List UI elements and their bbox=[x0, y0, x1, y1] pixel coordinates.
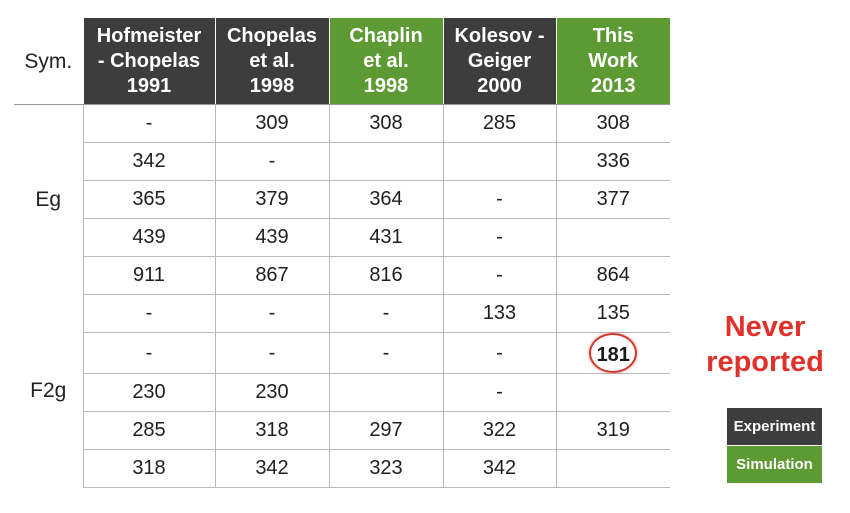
raman-mode-table: Sym. Hofmeister - Chopelas 1991 Chopelas et a… bbox=[14, 18, 670, 488]
column-header-line: et al. bbox=[363, 49, 409, 72]
table-cell: 342 bbox=[214, 449, 329, 488]
table-cell: 377 bbox=[555, 180, 670, 219]
column-header-line: Kolesov - bbox=[454, 24, 545, 47]
table-cell: 285 bbox=[442, 104, 556, 143]
column-header-line: Work bbox=[588, 49, 639, 72]
table-row: 285 318 297 322 319 bbox=[14, 411, 670, 450]
table-cell: 181 bbox=[555, 332, 670, 374]
column-header-2: Chaplin et al. 1998 bbox=[328, 18, 443, 105]
column-header-line: et al. bbox=[249, 49, 295, 72]
column-header-line: Geiger bbox=[467, 49, 532, 72]
table-cell: 318 bbox=[214, 411, 329, 450]
table-row: 342- 336 bbox=[14, 142, 670, 181]
table-cell: 336 bbox=[555, 142, 670, 181]
table-cell: 319 bbox=[555, 411, 670, 450]
table-cell: - bbox=[442, 373, 556, 412]
table-cell: - bbox=[214, 332, 329, 374]
table-cell: 379 bbox=[214, 180, 329, 219]
column-header-line: Hofmeister bbox=[96, 24, 202, 47]
table-cell: 135 bbox=[555, 294, 670, 333]
table-row: 318 342 323 342 bbox=[14, 449, 670, 488]
table-cell: - bbox=[214, 142, 329, 181]
column-header-line: 1998 bbox=[363, 74, 409, 97]
column-header-line: 1998 bbox=[249, 74, 295, 97]
note-line-1: Never bbox=[724, 311, 806, 343]
table-cell: - bbox=[442, 256, 556, 295]
column-header-line: 1991 bbox=[126, 74, 172, 97]
column-header-line: - Chopelas bbox=[97, 49, 201, 72]
legend-experiment: Experiment bbox=[727, 408, 822, 445]
column-header-1: Chopelas et al. 1998 bbox=[214, 18, 329, 105]
table-cell: 342 bbox=[442, 449, 556, 488]
column-header-3: Kolesov - Geiger 2000 bbox=[442, 18, 556, 105]
table-cell: - bbox=[82, 332, 215, 374]
table-cell: 133 bbox=[442, 294, 556, 333]
table-cell: 323 bbox=[328, 449, 443, 488]
note-line-2: reported bbox=[706, 346, 824, 378]
table-row: F2g - - -133 135 bbox=[14, 294, 670, 402]
column-header-line: This bbox=[592, 24, 634, 47]
table-cell bbox=[555, 373, 670, 412]
table-cell: - bbox=[82, 104, 215, 143]
column-header-line: Chopelas bbox=[226, 24, 318, 47]
table-cell: 364 bbox=[328, 180, 443, 219]
column-header-0: Hofmeister - Chopelas 1991 bbox=[82, 18, 215, 105]
table-cell: 911 bbox=[82, 256, 215, 295]
column-header-line: 2000 bbox=[477, 74, 522, 97]
symmetry-label-eg: Eg bbox=[35, 187, 62, 211]
never-reported-note: Never reported bbox=[690, 310, 840, 380]
table-cell: 230 bbox=[214, 373, 329, 412]
table-cell: 342 bbox=[82, 142, 215, 181]
table-cell: 816 bbox=[328, 256, 443, 295]
column-header-line: Chaplin bbox=[349, 24, 423, 47]
table-cell: - bbox=[328, 332, 443, 374]
symmetry-label-f2g: F2g bbox=[30, 379, 67, 402]
table-cell: 285 bbox=[82, 411, 215, 450]
table-cell: - bbox=[328, 294, 443, 333]
table-cell: 297 bbox=[328, 411, 443, 450]
table-cell: 867 bbox=[214, 256, 329, 295]
table-cell: - bbox=[442, 332, 556, 374]
table-cell: 439 bbox=[82, 218, 215, 257]
table-cell bbox=[442, 142, 556, 181]
table-cell: 431 bbox=[328, 218, 443, 257]
table-cell: - bbox=[82, 294, 215, 333]
table-cell: 864 bbox=[555, 256, 670, 295]
table-cell: 308 bbox=[328, 104, 443, 143]
table-cell bbox=[555, 218, 670, 257]
table-cell bbox=[555, 449, 670, 488]
table-cell: - bbox=[442, 218, 556, 257]
table-row: 911 867 816-864 bbox=[14, 256, 670, 295]
table-cell bbox=[328, 373, 443, 412]
highlighted-value-circle: 181 bbox=[589, 333, 638, 373]
table-cell: 318 bbox=[82, 449, 215, 488]
table-cell: 439 bbox=[214, 218, 329, 257]
table-row: - - - -181 bbox=[14, 332, 670, 374]
column-header-line: 2013 bbox=[591, 74, 636, 97]
legend-simulation: Simulation bbox=[727, 446, 822, 483]
table-row: Eg -309 308 285 308 bbox=[14, 104, 670, 211]
table-cell bbox=[328, 142, 443, 181]
table-cell: 365 bbox=[82, 180, 215, 219]
column-header-4: This Work 2013 bbox=[555, 18, 670, 105]
table-cell: 309 bbox=[214, 104, 329, 143]
table-cell: 308 bbox=[555, 104, 670, 143]
table-cell: 322 bbox=[442, 411, 556, 450]
table-row: 439 439 431- bbox=[14, 218, 670, 257]
table-row: 230 230 - bbox=[14, 373, 670, 412]
table-cell: 230 bbox=[82, 373, 215, 412]
table-row: 365 379 364-377 bbox=[14, 180, 670, 219]
table-cell: - bbox=[442, 180, 556, 219]
sym-header: Sym. bbox=[14, 18, 83, 105]
table-cell: - bbox=[214, 294, 329, 333]
